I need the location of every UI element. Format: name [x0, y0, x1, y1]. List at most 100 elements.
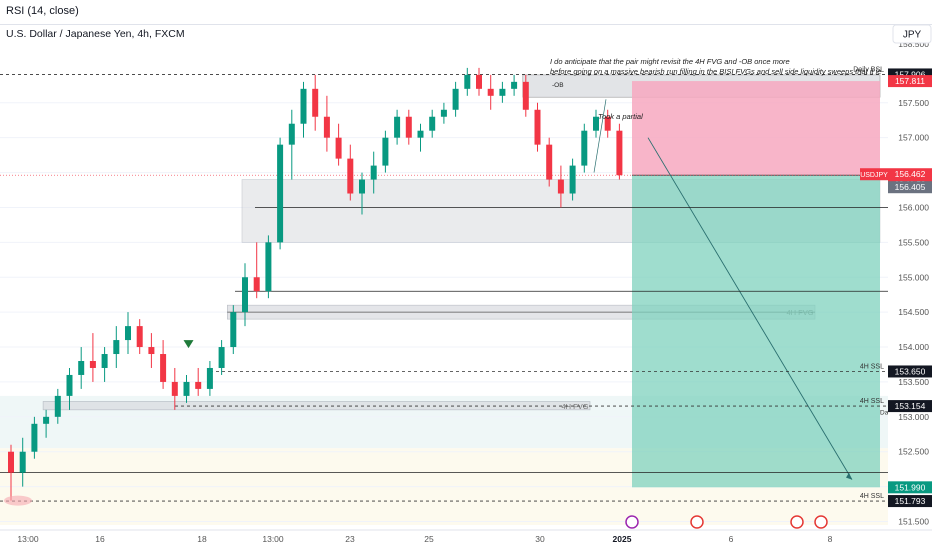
candle[interactable] — [66, 367, 73, 410]
candle[interactable] — [8, 444, 14, 501]
stop-loss-zone[interactable] — [632, 81, 880, 176]
candle[interactable] — [89, 333, 96, 382]
candle[interactable] — [487, 74, 494, 110]
time-axis[interactable]: 13:00 16 18 13:00 23 25 30 2025 6 8 — [0, 515, 932, 550]
candle-body — [206, 367, 213, 389]
candle[interactable] — [546, 137, 553, 187]
candle[interactable] — [101, 347, 108, 382]
candle-body — [312, 88, 319, 117]
event-icon[interactable] — [690, 515, 704, 529]
candles-layer[interactable] — [8, 67, 623, 501]
candle[interactable] — [569, 158, 576, 201]
time-tick: 2025 — [613, 534, 632, 544]
candle[interactable] — [440, 102, 447, 124]
candle-body — [347, 158, 354, 194]
candle[interactable] — [19, 437, 26, 487]
candle[interactable] — [31, 416, 38, 459]
candle[interactable] — [160, 340, 167, 389]
price-label[interactable]: 157.811 — [888, 75, 932, 88]
price-tick: 157.000 — [898, 133, 929, 143]
candle[interactable] — [429, 109, 436, 138]
candle[interactable] — [417, 123, 424, 152]
candle[interactable] — [125, 312, 131, 355]
candle[interactable] — [593, 109, 599, 138]
candle[interactable] — [242, 263, 248, 327]
price-label[interactable]: 153.650 — [888, 365, 932, 378]
event-icon[interactable] — [814, 515, 828, 529]
price-label[interactable]: 156.405 — [888, 181, 932, 194]
candle[interactable] — [604, 109, 611, 138]
candle[interactable] — [464, 67, 471, 96]
candle-body — [242, 277, 248, 313]
candle[interactable] — [359, 172, 365, 215]
price-label[interactable]: 151.990 — [888, 481, 932, 494]
candle[interactable] — [382, 130, 389, 173]
short-position-tool[interactable] — [632, 81, 880, 488]
candle[interactable] — [522, 74, 529, 117]
candle[interactable] — [195, 367, 202, 396]
price-label-bg — [888, 75, 932, 88]
time-tick: 30 — [535, 534, 545, 544]
candle-body — [288, 123, 295, 145]
candle[interactable] — [288, 109, 295, 180]
symbol-title: U.S. Dollar / Japanese Yen, 4h, FXCM — [6, 28, 185, 40]
candle[interactable] — [253, 242, 260, 299]
note-text: I do anticipate that the pair might revi… — [550, 57, 790, 66]
candle[interactable] — [534, 102, 541, 152]
candle[interactable] — [300, 81, 307, 138]
candle[interactable] — [183, 374, 190, 403]
currency-label: JPY — [903, 30, 922, 41]
candle[interactable] — [394, 109, 401, 145]
candle[interactable] — [616, 123, 623, 180]
candle[interactable] — [218, 340, 225, 375]
candle[interactable] — [136, 319, 143, 355]
candle[interactable] — [113, 326, 120, 368]
candle[interactable] — [265, 235, 272, 299]
event-icon[interactable] — [790, 515, 804, 529]
candle[interactable] — [370, 151, 377, 194]
candle-body — [417, 130, 424, 138]
candle[interactable] — [581, 123, 588, 173]
candle[interactable] — [54, 388, 61, 424]
candle-body — [546, 144, 553, 180]
candle-body — [160, 354, 167, 382]
candle[interactable] — [476, 67, 482, 96]
candle[interactable] — [43, 409, 50, 438]
candle[interactable] — [452, 81, 459, 117]
candle[interactable] — [312, 74, 319, 131]
candle[interactable] — [277, 137, 284, 250]
price-axis[interactable]: 151.500152.000152.500153.000153.500154.0… — [860, 25, 932, 530]
candle-body — [136, 326, 143, 348]
candle[interactable] — [405, 109, 412, 145]
candle[interactable] — [511, 74, 518, 96]
level-label: 4H SSL — [860, 398, 884, 405]
level-label: 4H SSL — [860, 363, 884, 370]
candle-body — [534, 109, 541, 145]
candle[interactable] — [323, 95, 330, 152]
indicator-label[interactable]: RSI (14, close) — [6, 5, 79, 17]
candle[interactable] — [148, 333, 155, 368]
candle-body — [218, 347, 225, 368]
take-profit-zone[interactable] — [632, 175, 880, 488]
candle[interactable] — [78, 347, 85, 389]
candle-body — [522, 81, 529, 110]
currency-button[interactable]: JPY — [892, 25, 932, 44]
candle[interactable] — [499, 81, 506, 103]
candle[interactable] — [347, 144, 354, 201]
candle[interactable] — [557, 165, 564, 208]
price-label-text: 151.990 — [895, 482, 926, 492]
projection-arrow-line — [647, 137, 853, 480]
candle-body — [19, 451, 26, 473]
price-label[interactable]: 153.154 — [888, 400, 932, 413]
level-label: Daily BSL — [853, 66, 884, 73]
candle-body — [277, 144, 284, 243]
price-label[interactable]: 151.793 — [888, 495, 932, 508]
event-icon[interactable] — [625, 515, 639, 529]
candle[interactable] — [335, 123, 342, 166]
fvg-zone-4h-lower — [42, 401, 591, 411]
candle[interactable] — [206, 361, 213, 396]
candle[interactable] — [171, 367, 178, 410]
candle[interactable] — [230, 305, 237, 355]
candle-body — [394, 116, 401, 138]
